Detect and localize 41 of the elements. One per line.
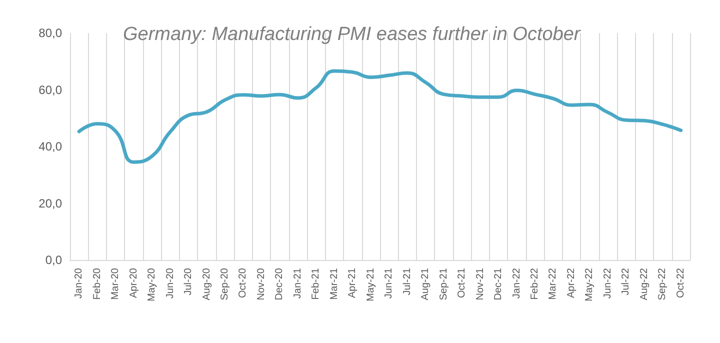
x-tick-label: Sep-22 [657,268,668,300]
x-tick-label: Feb-21 [310,268,322,300]
x-tick-label: Jan-20 [74,268,85,299]
x-tick-label: Mar-22 [548,268,559,300]
x-tick-label: Feb-22 [530,268,540,300]
y-tick-label: 0,0 [45,253,62,267]
x-tick-label: Dec-20 [274,268,286,300]
x-tick-label: Nov-20 [256,268,267,300]
x-tick-label: Oct-22 [675,268,686,298]
x-tick-label: Mar-21 [328,268,340,300]
x-tick-label: May-21 [365,268,376,302]
x-tick-label: Oct-20 [238,268,249,298]
x-tick-label: Apr-20 [128,268,140,298]
x-tick-label: Jan-21 [292,268,304,299]
y-tick-label: 20,0 [38,196,62,210]
x-tick-label: Jan-22 [511,268,522,299]
x-tick-label: Sep-20 [220,268,230,300]
y-tick-label: 60,0 [38,82,62,97]
y-tick-label: 40,0 [38,140,62,154]
x-tick-label: May-20 [146,268,158,302]
x-tick-label: Dec-21 [493,268,504,300]
y-tick-label: 80,0 [38,26,62,40]
x-tick-label: May-22 [584,268,596,302]
x-tick-label: Mar-20 [110,268,122,300]
x-tick-label: Aug-21 [420,268,432,300]
x-tick-label: Aug-22 [638,268,650,300]
x-tick-label: Oct-21 [456,268,468,298]
x-tick-label: Sep-21 [438,268,450,300]
x-tick-label: Apr-22 [566,268,577,298]
x-tick-label: Feb-20 [92,268,103,300]
x-tick-label: Jun-21 [384,268,395,299]
x-tick-label: Jun-22 [602,268,614,299]
chart-title: Germany: Manufacturing PMI eases further in October [123,24,581,45]
x-tick-label: Apr-21 [347,268,358,298]
x-tick-label: Jul-20 [183,268,194,296]
x-tick-label: Jun-20 [164,268,176,299]
x-tick-label: Nov-21 [474,268,486,300]
line-series [77,69,683,164]
x-tick-label: Jul-21 [402,268,413,296]
x-tick-label: Aug-20 [201,268,212,300]
x-tick-label: Jul-22 [620,268,632,296]
